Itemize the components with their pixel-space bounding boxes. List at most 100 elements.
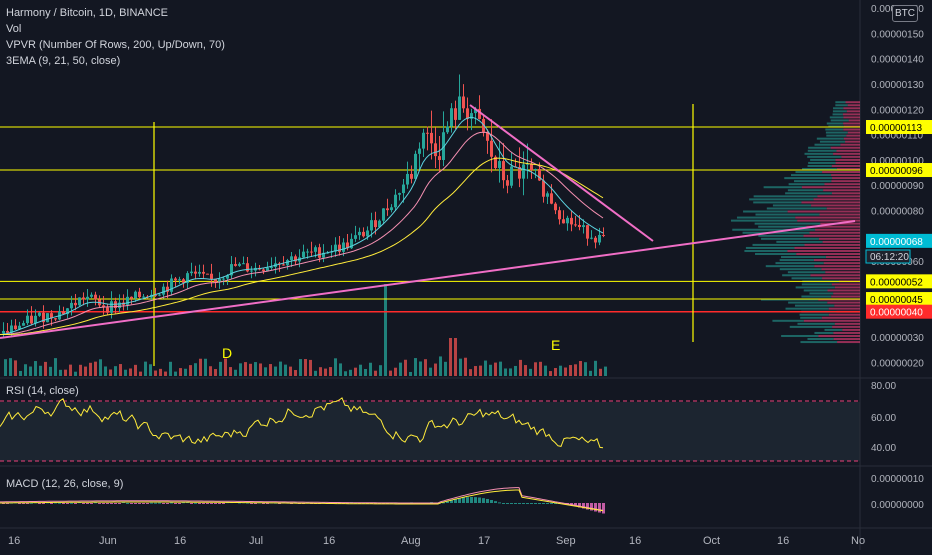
- volume-bar: [444, 361, 447, 376]
- volume-bar: [164, 371, 167, 376]
- volume-bar: [69, 364, 72, 376]
- symbol-title[interactable]: Harmony / Bitcoin, 1D, BINANCE: [6, 7, 168, 19]
- macd-histogram-bar: [114, 503, 117, 504]
- price-level-tag[interactable]: [866, 292, 932, 307]
- vpvr-bar-down: [818, 334, 860, 337]
- candle-body: [594, 237, 597, 243]
- candle-body: [366, 230, 369, 237]
- currency-badge[interactable]: BTC: [892, 5, 918, 22]
- candle-body: [370, 220, 373, 231]
- macd-histogram-bar: [518, 503, 521, 504]
- volume-bar: [484, 360, 487, 376]
- volume-bar: [264, 367, 267, 376]
- macd-tick-label: 0.00000000: [871, 500, 924, 511]
- vpvr-bar-up: [749, 198, 814, 201]
- vpvr-bar-up: [755, 253, 797, 256]
- price-level-tag[interactable]: [866, 163, 932, 178]
- volume-bar: [334, 358, 337, 376]
- ema-50-line[interactable]: [0, 157, 604, 335]
- macd-line[interactable]: [0, 489, 604, 512]
- vpvr-bar-up: [766, 207, 827, 210]
- macd-signal-line[interactable]: [0, 487, 604, 511]
- candle-body: [238, 263, 241, 266]
- candle-body: [526, 163, 529, 165]
- vpvr-bar-down: [840, 143, 860, 146]
- macd-histogram-bar: [590, 503, 593, 511]
- volume-bar: [544, 365, 547, 376]
- macd-histogram-bar: [166, 503, 169, 504]
- vpvr-bar-up: [825, 131, 848, 134]
- price-tick-label: 0.00000150: [871, 29, 924, 40]
- candle-body: [270, 266, 273, 268]
- candle-body: [322, 252, 325, 258]
- candle-body: [14, 325, 17, 330]
- volume-bar: [104, 366, 107, 376]
- macd-histogram-bar: [482, 498, 485, 503]
- vpvr-bar-up: [793, 180, 832, 183]
- candle-body: [554, 203, 557, 211]
- rsi-tick-label: 60.00: [871, 413, 896, 424]
- volume-bar: [479, 365, 482, 376]
- time-tick-label: Jul: [249, 535, 263, 547]
- macd-histogram-bar: [58, 502, 61, 504]
- volume-bar: [324, 368, 327, 376]
- vpvr-bar-up: [753, 195, 818, 198]
- candle-body: [410, 173, 413, 179]
- price-tick-label: 0.00000100: [871, 156, 924, 167]
- candle-body: [398, 193, 401, 195]
- vpvr-bar-up: [800, 341, 838, 344]
- price-level-tag[interactable]: [866, 120, 932, 135]
- candle-body: [206, 273, 209, 275]
- volume-bar: [514, 365, 517, 376]
- macd-histogram-bar: [118, 503, 121, 504]
- candle-body: [102, 305, 105, 308]
- candle-body: [570, 217, 573, 225]
- price-level-tag[interactable]: [866, 274, 932, 289]
- candle-body: [334, 244, 337, 252]
- vpvr-bar-down: [848, 119, 860, 122]
- volume-bar: [279, 361, 282, 376]
- volume-bar: [84, 366, 87, 376]
- volume-bar: [604, 366, 607, 376]
- macd-histogram-bar: [218, 503, 221, 504]
- vpvr-bar-up: [825, 128, 844, 131]
- volume-bar: [524, 365, 527, 376]
- price-level-tag[interactable]: [866, 304, 932, 319]
- volume-bar: [44, 361, 47, 376]
- macd-histogram-bar: [142, 503, 145, 504]
- vpvr-bar-down: [845, 101, 860, 104]
- price-level-tag-text: 0.00000045: [870, 295, 923, 306]
- support-trendline[interactable]: [0, 220, 856, 339]
- legend-volume[interactable]: Vol: [6, 23, 22, 35]
- price-level-tag[interactable]: [866, 233, 932, 248]
- resistance-trendline[interactable]: [469, 104, 654, 242]
- volume-bar: [244, 362, 247, 376]
- macd-histogram-bar: [158, 502, 161, 504]
- macd-histogram-bar: [214, 503, 217, 504]
- vpvr-bar-down: [843, 122, 860, 125]
- ema-21-line[interactable]: [0, 131, 604, 335]
- volume-bar: [129, 368, 132, 376]
- candle-body: [66, 308, 69, 315]
- ema-9-line[interactable]: [0, 116, 604, 335]
- legend-rsi[interactable]: RSI (14, close): [6, 385, 79, 397]
- legend-macd[interactable]: MACD (12, 26, close, 9): [6, 478, 124, 490]
- volume-bar: [209, 366, 212, 376]
- volume-bar: [274, 366, 277, 376]
- legend-ema[interactable]: 3EMA (9, 21, 50, close): [6, 55, 121, 67]
- vpvr-bar-down: [832, 325, 860, 328]
- rsi-line[interactable]: [0, 397, 604, 449]
- candle-body: [502, 161, 505, 181]
- vpvr-bar-up: [788, 301, 828, 304]
- vpvr-bar-up: [736, 216, 796, 219]
- legend-vpvr[interactable]: VPVR (Number Of Rows, 200, Up/Down, 70): [6, 39, 225, 51]
- vpvr-bar-up: [826, 134, 847, 137]
- price-tick-label: 0.00000130: [871, 80, 924, 91]
- macd-histogram-bar: [446, 501, 449, 503]
- vpvr-bar-down: [822, 171, 860, 174]
- candle-body: [18, 325, 21, 330]
- candle-body: [190, 271, 193, 274]
- vpvr-bar-down: [833, 292, 860, 295]
